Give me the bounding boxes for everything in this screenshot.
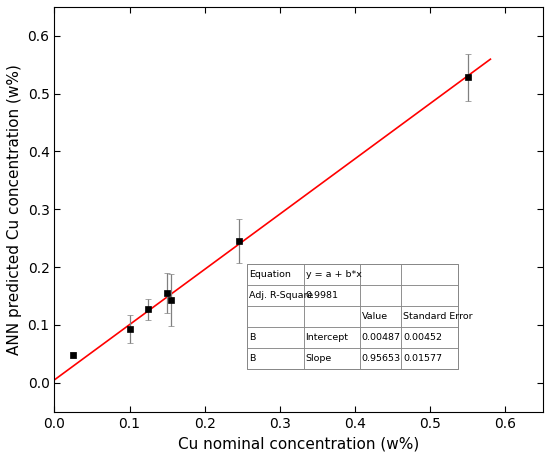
Bar bbox=[360, 306, 401, 327]
Bar bbox=[248, 348, 304, 369]
Y-axis label: ANN predicted Cu concentration (w%): ANN predicted Cu concentration (w%) bbox=[7, 64, 22, 355]
Text: 0.95653: 0.95653 bbox=[362, 354, 401, 363]
Text: B: B bbox=[249, 354, 256, 363]
Text: Standard Error: Standard Error bbox=[403, 312, 473, 321]
Bar bbox=[360, 285, 401, 306]
X-axis label: Cu nominal concentration (w%): Cu nominal concentration (w%) bbox=[178, 436, 419, 451]
Text: Value: Value bbox=[362, 312, 388, 321]
Text: 0.9981: 0.9981 bbox=[306, 291, 339, 300]
Text: Intercept: Intercept bbox=[306, 333, 349, 342]
Bar bbox=[248, 264, 304, 285]
Text: 0.00452: 0.00452 bbox=[403, 333, 442, 342]
Text: Equation: Equation bbox=[249, 270, 292, 279]
Text: Slope: Slope bbox=[306, 354, 332, 363]
Text: 0.00487: 0.00487 bbox=[362, 333, 401, 342]
Bar bbox=[304, 348, 360, 369]
Bar bbox=[304, 306, 360, 327]
Bar bbox=[304, 327, 360, 348]
Text: Adj. R-Square: Adj. R-Square bbox=[249, 291, 314, 300]
Text: 0.01577: 0.01577 bbox=[403, 354, 442, 363]
Bar bbox=[402, 285, 458, 306]
Bar bbox=[248, 327, 304, 348]
Bar bbox=[360, 264, 401, 285]
Bar bbox=[248, 285, 304, 306]
Bar bbox=[402, 264, 458, 285]
Bar bbox=[248, 264, 458, 369]
Text: B: B bbox=[249, 333, 256, 342]
Bar bbox=[402, 327, 458, 348]
Bar bbox=[304, 285, 360, 306]
Bar bbox=[304, 264, 360, 285]
Bar bbox=[360, 327, 401, 348]
Text: y = a + b*x: y = a + b*x bbox=[306, 270, 361, 279]
Bar bbox=[402, 306, 458, 327]
Bar bbox=[360, 348, 401, 369]
Bar bbox=[248, 306, 304, 327]
Bar bbox=[402, 348, 458, 369]
